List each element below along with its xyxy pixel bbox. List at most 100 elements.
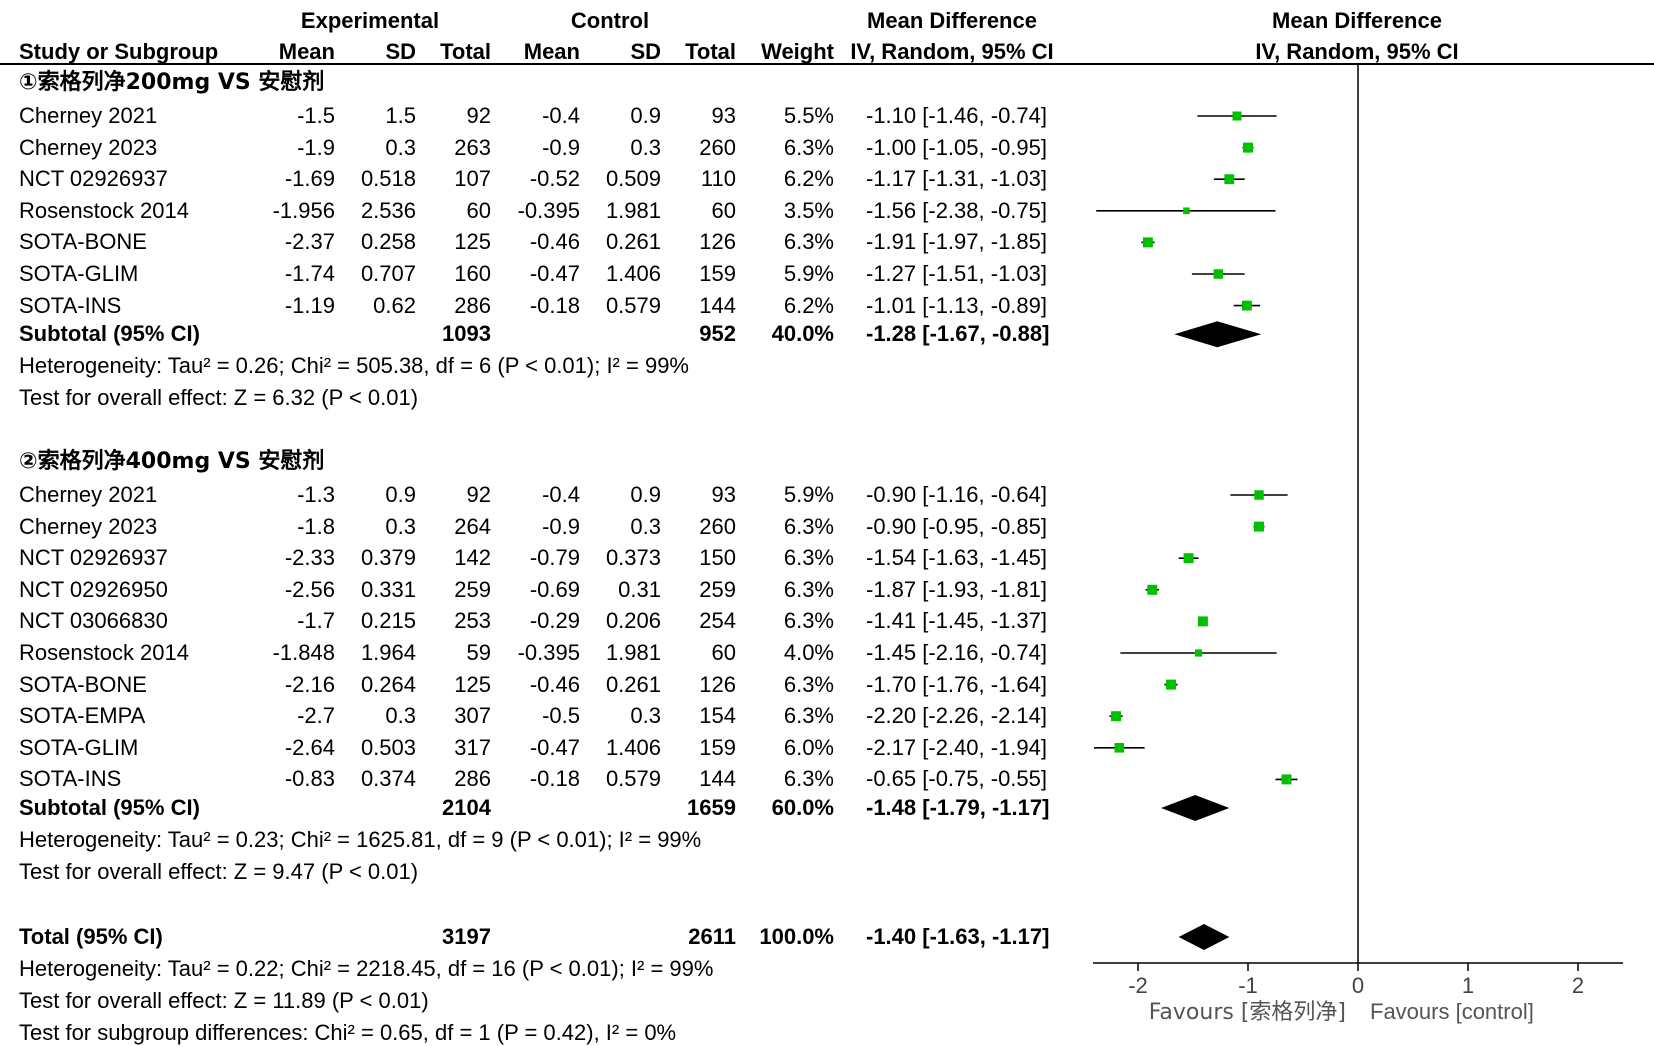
cell-e-sd: 0.62 [373, 292, 416, 318]
cell-c-sd: 0.3 [630, 703, 661, 729]
cell-e-total: 125 [454, 229, 491, 255]
cell-weight: 6.3% [783, 608, 834, 634]
cell-weight: 5.5% [783, 103, 834, 128]
cell-e-sd: 1.964 [360, 640, 416, 665]
effect-estimate-ci: -1.87 [-1.93, -1.81] [866, 576, 1047, 602]
experimental-group-header: Experimental [300, 8, 440, 33]
cell-c-sd: 0.3 [630, 513, 661, 539]
cell-c-mean: -0.4 [542, 103, 580, 128]
cell-c-sd: 0.206 [605, 608, 661, 634]
cell-c-total: 154 [699, 703, 736, 729]
subtotal-label: Subtotal (95% CI) [19, 795, 200, 820]
study-point-estimate [1243, 142, 1253, 153]
cell-e-sd: 0.379 [360, 545, 416, 571]
study-point-estimate [1254, 521, 1264, 532]
effect-estimate-ci: -2.20 [-2.26, -2.14] [866, 703, 1047, 729]
cell-e-sd: 0.331 [360, 576, 416, 602]
cell-e-total: 160 [454, 261, 491, 286]
cell-e-total: 317 [454, 734, 491, 760]
study-point-estimate [1194, 649, 1203, 657]
cell-c-sd: 0.3 [630, 134, 661, 160]
cell-weight: 100.0% [759, 924, 834, 949]
cell-c-sd: 1.406 [605, 734, 661, 760]
cell-c-sd: 1.981 [605, 197, 661, 223]
total-label: Total (95% CI) [19, 924, 163, 949]
cell-e-mean: -2.64 [284, 734, 335, 760]
effect-estimate-ci: -2.17 [-2.40, -1.94] [866, 734, 1047, 760]
effect-estimate-ci: -1.54 [-1.63, -1.45] [866, 545, 1047, 571]
column-header-ctl-total: Total [685, 39, 736, 64]
cell-e-mean: -2.7 [297, 703, 335, 729]
cell-c-total: 110 [700, 166, 736, 192]
cell-c-total: 144 [699, 766, 736, 792]
cell-c-mean: -0.79 [529, 545, 580, 571]
overall-effect-text: Test for overall effect: Z = 6.32 (P < 0… [19, 385, 419, 411]
study-point-estimate [1224, 174, 1235, 185]
column-header-exp-sd: SD [385, 39, 416, 64]
favours-right-label: Favours [control] [1370, 999, 1534, 1024]
heterogeneity-text: Heterogeneity: Tau² = 0.23; Chi² = 1625.… [19, 827, 702, 852]
cell-e-sd: 0.503 [360, 734, 416, 760]
cell-e-sd: 0.9 [385, 482, 416, 507]
cell-weight: 40.0% [771, 321, 834, 347]
study-name: NCT 02926937 [19, 166, 168, 192]
cell-c-mean: -0.5 [542, 703, 580, 729]
study-name: Cherney 2021 [19, 103, 158, 128]
cell-e-mean: -1.7 [297, 608, 335, 634]
effect-estimate-ci: -1.10 [-1.46, -0.74] [866, 103, 1047, 128]
cell-e-total: 107 [454, 166, 491, 192]
effect-estimate-ci: -1.91 [-1.97, -1.85] [866, 229, 1047, 255]
x-tick-label: 0 [1352, 973, 1364, 998]
study-point-estimate [1111, 711, 1121, 722]
cell-e-mean: -1.3 [297, 482, 335, 507]
x-tick-label: 2 [1572, 973, 1584, 998]
cell-c-mean: -0.9 [542, 513, 580, 539]
cell-e-mean: -1.8 [297, 513, 335, 539]
study-point-estimate [1213, 269, 1224, 279]
column-header-ctl-sd: SD [630, 39, 661, 64]
cell-e-sd: 0.3 [385, 703, 416, 729]
cell-e-total: 3197 [442, 924, 491, 949]
cell-c-total: 159 [699, 261, 736, 286]
cell-weight: 6.3% [783, 766, 834, 792]
cell-e-total: 286 [454, 766, 491, 792]
cell-c-sd: 0.579 [605, 292, 661, 318]
overall-effect-text: Test for overall effect: Z = 9.47 (P < 0… [19, 859, 419, 884]
plot-method-header: IV, Random, 95% CI [1255, 39, 1459, 64]
cell-e-sd: 0.3 [385, 513, 416, 539]
cell-e-mean: -1.848 [272, 640, 335, 665]
favours-left-label: Favours [索格列净] [1149, 1000, 1346, 1025]
cell-weight: 6.3% [783, 545, 834, 571]
cell-c-mean: -0.46 [529, 671, 580, 697]
cell-weight: 3.5% [783, 197, 834, 223]
cell-c-sd: 0.31 [618, 576, 661, 602]
cell-weight: 6.3% [783, 576, 834, 602]
cell-e-mean: -0.83 [284, 766, 335, 792]
cell-weight: 4.0% [783, 640, 834, 665]
study-name: SOTA-INS [19, 292, 122, 318]
cell-c-total: 126 [699, 229, 736, 255]
cell-e-total: 1093 [442, 321, 491, 347]
x-tick-label: -1 [1238, 973, 1258, 998]
cell-e-total: 259 [454, 576, 491, 602]
cell-c-total: 60 [711, 640, 736, 665]
study-name: Cherney 2023 [19, 513, 158, 539]
plot-column-header: Mean Difference [1272, 8, 1442, 33]
study-point-estimate [1281, 774, 1292, 785]
cell-weight: 5.9% [783, 482, 834, 507]
x-tick-label: -2 [1128, 973, 1148, 998]
effect-column-header: Mean Difference [867, 8, 1037, 33]
cell-e-mean: -1.74 [284, 261, 335, 286]
cell-e-mean: -1.5 [297, 103, 335, 128]
cell-weight: 6.3% [783, 703, 834, 729]
study-point-estimate [1197, 616, 1208, 627]
cell-e-total: 59 [466, 640, 491, 665]
total-diamond [1178, 924, 1230, 950]
cell-e-total: 60 [466, 197, 491, 223]
cell-weight: 6.3% [783, 671, 834, 697]
effect-estimate-ci: -0.90 [-0.95, -0.85] [866, 513, 1047, 539]
cell-e-total: 286 [454, 292, 491, 318]
cell-c-total: 126 [699, 671, 736, 697]
cell-e-sd: 2.536 [360, 197, 416, 223]
